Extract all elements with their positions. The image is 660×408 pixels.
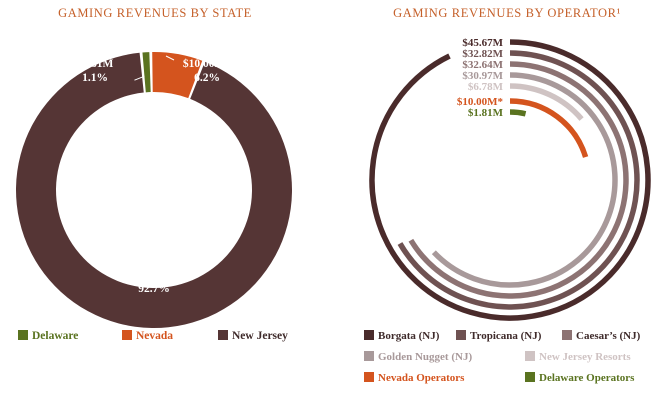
arc-label-nevada-operators: $10.00M* [457,96,504,108]
arc-label-tropicana-nj: $32.82M [462,48,503,60]
new-jersey-percent-label: 92.7% [138,283,170,295]
arc-label-new-jersey-resorts: $6.78M [468,81,504,93]
legend-swatch-borgata-nj [364,330,374,340]
legend-swatch-new-jersey [218,330,228,340]
legend-label-delaware: Delaware [32,330,78,342]
legend-swatch-delaware [18,330,28,340]
nevada-leader-line [165,55,175,61]
legend-label-golden-nugget-nj: Golden Nugget (NJ) [378,351,472,363]
arc-nevada-operators [509,98,589,158]
nevada-percent-label: 6.2% [194,72,220,84]
slice-delaware [142,52,151,93]
arc-golden-nugget-nj [431,72,618,288]
legend-label-nevada: Nevada [136,330,173,342]
legend-label-new-jersey-resorts: New Jersey Resorts [539,351,631,363]
legend-swatch-tropicana-nj [456,330,466,340]
legend-swatch-nevada [122,330,132,340]
legend-swatch-golden-nugget-nj [364,351,374,361]
state-chart-title: GAMING REVENUES BY STATE [58,6,252,20]
legend-label-new-jersey: New Jersey [232,330,288,342]
legend-swatch-nevada-operators [364,372,374,382]
arc-label-golden-nugget-nj: $30.97M [462,70,503,82]
arc-caesar-s-nj [408,61,629,299]
legend-swatch-new-jersey-resorts [525,351,535,361]
legend-label-delaware-operators: Delaware Operators [539,372,635,384]
delaware-value-label: $1.81M [77,57,114,70]
legend-swatch-caesar-s-nj [562,330,572,340]
delaware-leader-line [134,75,145,81]
legend-label-borgata-nj: Borgata (NJ) [378,330,440,342]
legend-swatch-delaware-operators [525,372,535,382]
delaware-percent-label: 1.1% [82,72,108,84]
arc-delaware-operators [509,109,527,117]
arc-new-jersey-resorts [509,83,584,121]
legend-label-nevada-operators: Nevada Operators [378,372,465,384]
arc-label-borgata-nj: $45.67M [462,37,503,49]
arc-tropicana-nj [397,50,640,310]
arc-borgata-nj [369,39,651,321]
operator-chart-title: GAMING REVENUES BY OPERATOR¹ [393,6,621,20]
new-jersey-value-label: $148.88M [130,268,178,281]
legend-label-tropicana-nj: Tropicana (NJ) [470,330,542,342]
arc-label-delaware-operators: $1.81M [468,107,504,119]
slice-nevada [152,51,203,99]
legend-label-caesar-s-nj: Caesar’s (NJ) [576,330,641,342]
arc-label-caesar-s-nj: $32.64M [462,59,503,71]
nevada-value-label: $10.00M* [183,57,231,70]
